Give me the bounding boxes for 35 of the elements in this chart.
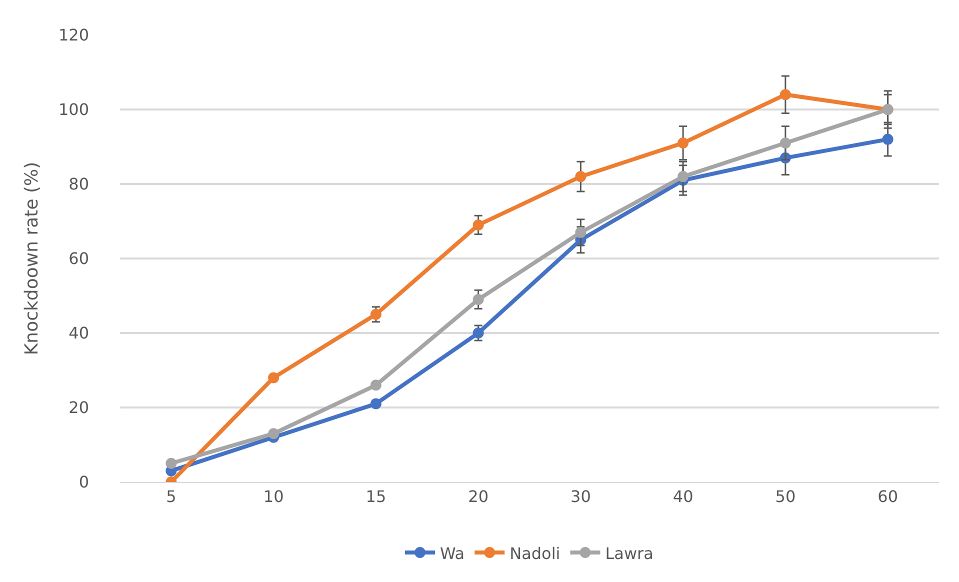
legend-label: Wa (440, 544, 465, 563)
point (268, 372, 280, 384)
y-tick-label: 60 (68, 249, 89, 268)
point (575, 171, 586, 182)
x-tick-label: 5 (166, 487, 176, 506)
y-tick-label: 100 (58, 100, 89, 120)
point (678, 138, 689, 149)
legend-label: Lawra (605, 544, 654, 563)
point (472, 328, 484, 338)
y-tick-label: 120 (58, 26, 89, 45)
y-tick-label: 80 (68, 174, 89, 194)
point (882, 134, 894, 145)
x-tick-label: 40 (672, 487, 694, 506)
x-tick-label: 50 (775, 487, 796, 506)
x-tick-label: 20 (468, 487, 488, 506)
point (472, 219, 484, 230)
x-tick-label: 15 (366, 487, 386, 506)
point (268, 428, 280, 440)
y-tick-label: 0 (78, 472, 89, 492)
point (370, 380, 382, 391)
point (472, 294, 484, 305)
point (370, 308, 382, 320)
y-tick-label: 20 (68, 398, 89, 418)
legend-label: Nadoli (510, 544, 560, 563)
point (678, 171, 689, 182)
x-tick-label: 10 (263, 487, 284, 506)
point (575, 226, 586, 238)
point (166, 458, 177, 469)
x-tick-label: 30 (570, 487, 591, 506)
y-tick-label: 40 (68, 324, 89, 343)
point (780, 138, 791, 149)
x-tick-label: 60 (878, 487, 898, 506)
point (780, 89, 791, 100)
point (370, 398, 382, 410)
y-axis-title: Knockdoown rate (%) (22, 162, 43, 356)
